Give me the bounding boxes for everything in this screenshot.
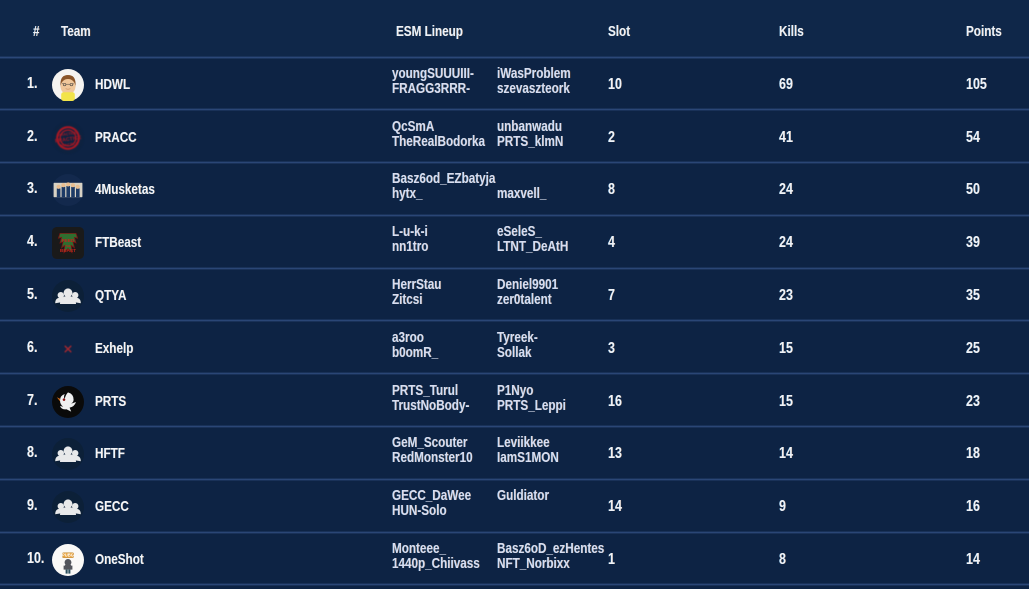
svg-text:PUBG: PUBG <box>62 553 74 558</box>
svg-text:BEAST: BEAST <box>60 248 76 254</box>
svg-text:FEED: FEED <box>62 238 75 244</box>
svg-text:THE: THE <box>65 244 71 248</box>
